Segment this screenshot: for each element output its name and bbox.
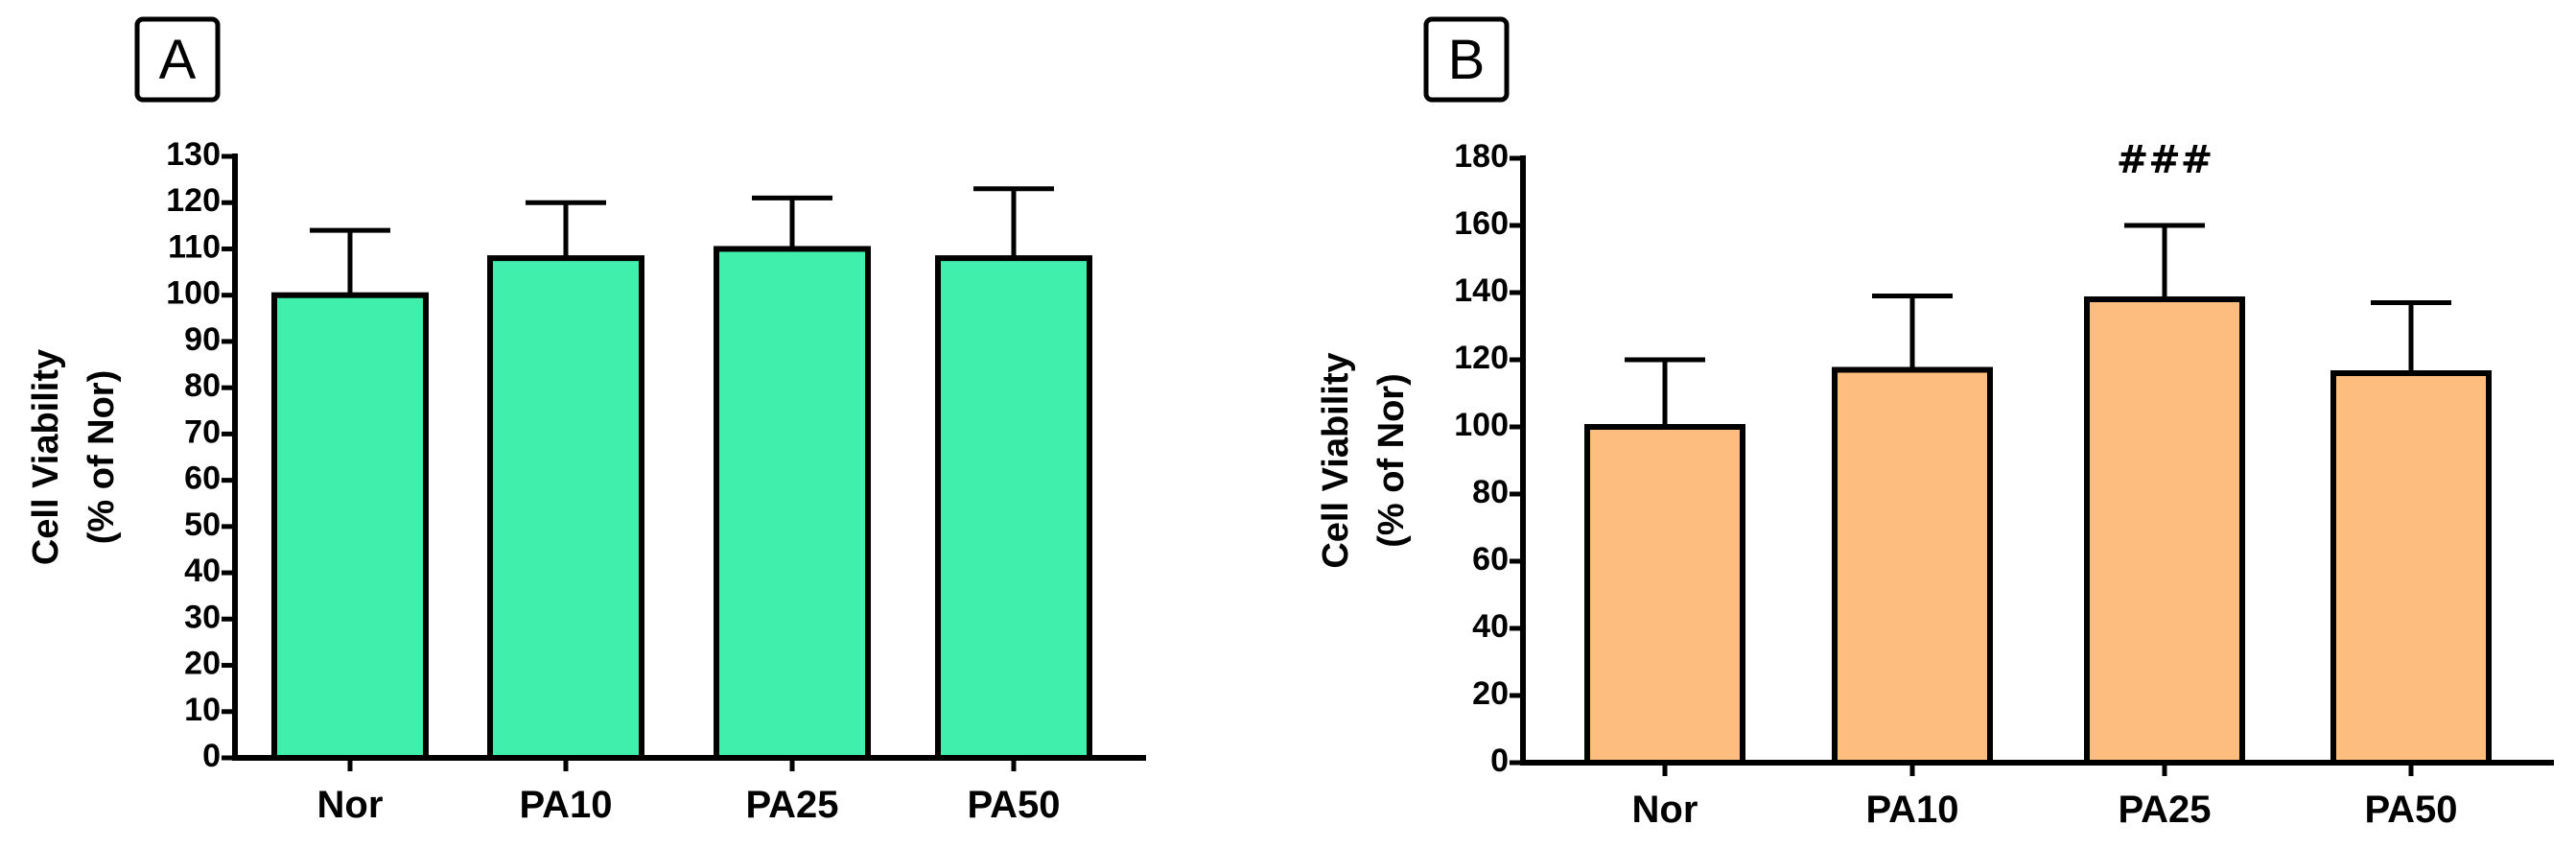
- chart-b-ytick-label: 40: [1472, 608, 1509, 645]
- chart-a-ytick-label: 20: [184, 646, 221, 682]
- chart-panel-a: A Cell Viability (% of Nor) 0 10 20 30 40 50 60 70…: [26, 16, 1146, 826]
- chart-b-ylabel-line-1: Cell Viability: [1316, 352, 1356, 568]
- chart-a-ytick-label: 30: [184, 599, 221, 635]
- chart-a-panel-label: A: [159, 29, 197, 91]
- chart-a-ytick-label: 10: [184, 692, 221, 728]
- chart-b-ylabel-line-2: (% of Nor): [1371, 373, 1412, 548]
- chart-a-ytick-label: 0: [202, 738, 221, 774]
- chart-a-xtick-label-pa10: PA10: [519, 784, 612, 826]
- chart-b-ytick-label: 120: [1454, 340, 1509, 376]
- chart-b-xtick-label-nor: Nor: [1632, 789, 1698, 831]
- chart-b-ytick-label: 140: [1454, 272, 1509, 309]
- chart-a-xtick-label-pa25: PA25: [745, 784, 838, 826]
- chart-b-ytick-label: 20: [1472, 675, 1509, 712]
- chart-a-xtick-label-nor: Nor: [317, 784, 384, 826]
- chart-a-ytick-label: 130: [166, 136, 221, 173]
- chart-b-annotation-pa25: ###: [2117, 137, 2213, 182]
- chart-a-panel-label-box: [134, 16, 221, 103]
- chart-b-xtick-label-pa50: PA50: [2364, 789, 2457, 831]
- chart-a-ytick-label: 50: [184, 507, 221, 543]
- chart-a-bar-pa10: [487, 255, 644, 762]
- chart-a-bar-nor: [271, 292, 429, 761]
- chart-panel-b: B Cell Viability (% of Nor) 0 20 40 60 80 100 120…: [1288, 0, 2576, 849]
- chart-b-ytick-label: 180: [1454, 138, 1509, 175]
- chart-b-panel-label: B: [1448, 29, 1486, 91]
- chart-b-ytick-label: 100: [1454, 407, 1509, 443]
- chart-b-bar-pa50: [2330, 370, 2492, 766]
- chart-a-ytick-label: 40: [184, 553, 221, 589]
- chart-b-bar-pa25: [2084, 296, 2245, 766]
- chart-a-ylabel-line-2: (% of Nor): [82, 370, 122, 545]
- chart-a-ytick-label: 70: [184, 413, 221, 450]
- chart-b-xtick-label-pa10: PA10: [1865, 789, 1958, 831]
- chart-a-ytick-label: 90: [184, 321, 221, 358]
- chart-a-ylabel-line-1: Cell Viability: [26, 349, 66, 565]
- chart-a-bar-pa25: [714, 246, 871, 761]
- chart-b-bar-pa10: [1832, 366, 1993, 766]
- chart-a-ytick-label: 80: [184, 367, 221, 404]
- chart-a-ytick-label: 110: [168, 228, 221, 265]
- chart-a-svg: A Cell Viability (% of Nor) 0 10 20 30 40 50 60 70…: [26, 16, 1146, 826]
- chart-b-ytick-label: 60: [1472, 541, 1509, 578]
- chart-a-bar-pa50: [935, 255, 1092, 762]
- chart-a-ytick-label: 100: [166, 275, 221, 312]
- chart-a-xtick-label-pa50: PA50: [967, 784, 1060, 826]
- chart-b-svg: B Cell Viability (% of Nor) 0 20 40 60 80 100 120…: [1316, 16, 2554, 831]
- chart-a-ytick-label: 60: [184, 460, 221, 497]
- chart-b-panel-label-box: [1423, 16, 1510, 103]
- chart-b-ytick-label: 160: [1454, 205, 1509, 242]
- chart-a-ytick-label: 120: [166, 182, 221, 219]
- chart-b-ytick-label: 80: [1472, 474, 1509, 510]
- chart-b-bar-nor: [1584, 424, 1745, 766]
- chart-b-xtick-label-pa25: PA25: [2118, 789, 2211, 831]
- chart-b-ytick-label: 0: [1490, 743, 1509, 779]
